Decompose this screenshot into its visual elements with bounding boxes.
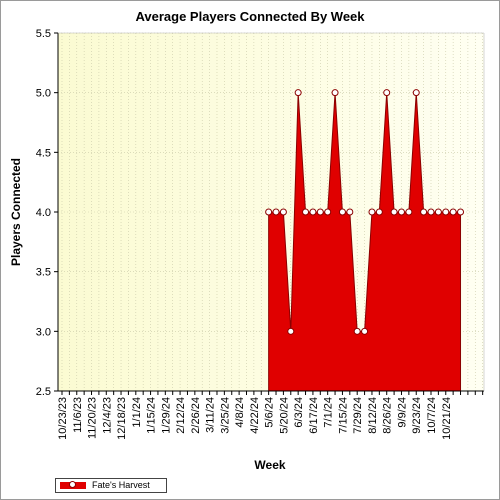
x-tick-label: 2/12/24 [175, 397, 187, 434]
y-tick-label: 4.0 [36, 207, 51, 219]
x-tick-label: 1/15/24 [146, 397, 158, 434]
data-point [368, 208, 376, 216]
x-tick-label: 1/1/24 [131, 397, 143, 428]
x-tick-label: 8/26/24 [382, 397, 394, 434]
x-axis-label: Week [254, 458, 286, 472]
data-point [324, 208, 332, 216]
data-point [420, 208, 428, 216]
x-tick-label: 3/25/24 [219, 397, 231, 434]
data-point [316, 208, 324, 216]
x-tick-label: 12/18/23 [116, 397, 128, 440]
x-tick-label: 9/23/24 [411, 397, 423, 434]
data-point [412, 89, 420, 97]
x-tick-label: 6/17/24 [308, 397, 320, 434]
chart-title: Average Players Connected By Week [135, 9, 365, 24]
data-point [457, 208, 465, 216]
y-tick-label: 5.5 [36, 28, 51, 40]
x-tick-label: 1/29/24 [160, 397, 172, 434]
legend-label: Fate's Harvest [92, 480, 150, 490]
data-point [449, 208, 457, 216]
y-tick-label: 2.5 [36, 386, 51, 398]
y-tick-label: 5.0 [36, 88, 51, 100]
data-point [309, 208, 317, 216]
y-tick-label: 3.0 [36, 326, 51, 338]
data-point [346, 208, 354, 216]
x-tick-label: 12/4/23 [101, 397, 113, 434]
y-tick-label: 3.5 [36, 267, 51, 279]
x-tick-label: 6/3/24 [293, 397, 305, 428]
x-tick-label: 7/15/24 [337, 397, 349, 434]
data-point [442, 208, 450, 216]
x-tick-label: 4/8/24 [234, 397, 246, 428]
x-tick-label: 11/6/23 [72, 397, 84, 433]
x-tick-label: 4/22/24 [249, 397, 261, 434]
legend: Fate's Harvest [55, 478, 167, 493]
y-tick-label: 4.5 [36, 147, 51, 159]
x-tick-label: 10/7/24 [426, 397, 438, 434]
x-tick-label: 5/20/24 [278, 397, 290, 434]
legend-marker [69, 481, 76, 488]
data-point [353, 327, 361, 335]
x-tick-label: 5/6/24 [264, 397, 276, 428]
data-point [434, 208, 442, 216]
data-point [361, 327, 369, 335]
x-tick-label: 8/12/24 [367, 397, 379, 434]
data-point [272, 208, 280, 216]
x-tick-label: 11/20/23 [87, 397, 99, 439]
data-point [375, 208, 383, 216]
data-point [279, 208, 287, 216]
data-point [287, 327, 295, 335]
x-tick-label: 10/21/24 [441, 397, 453, 440]
data-point [331, 89, 339, 97]
x-tick-label: 3/11/24 [205, 397, 217, 433]
x-tick-label: 7/29/24 [352, 397, 364, 434]
data-point [427, 208, 435, 216]
data-point [302, 208, 310, 216]
data-point [265, 208, 273, 216]
data-point [397, 208, 405, 216]
x-tick-label: 9/9/24 [396, 397, 408, 428]
x-tick-label: 2/26/24 [190, 397, 202, 434]
x-tick-label: 7/1/24 [323, 397, 335, 428]
data-point [338, 208, 346, 216]
x-tick-label: 10/23/23 [57, 397, 69, 440]
data-point [405, 208, 413, 216]
data-point [294, 89, 302, 97]
data-point [383, 89, 391, 97]
data-point [390, 208, 398, 216]
